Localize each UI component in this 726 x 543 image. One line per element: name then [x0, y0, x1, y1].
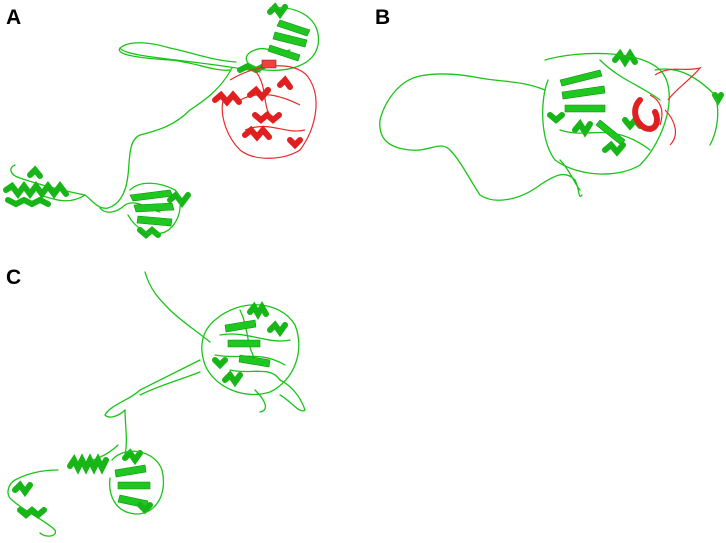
panel-label: C: [6, 266, 21, 289]
domain-b: [542, 48, 724, 175]
panel-label: B: [375, 6, 390, 29]
structure-c: [7, 271, 306, 537]
domain-c-lower: [109, 448, 164, 515]
domain-a-lower: [127, 182, 191, 239]
structure-b: [379, 48, 724, 201]
domain-a-red: [212, 59, 317, 159]
domain-b-red: [632, 66, 702, 146]
domain-a-upper: [237, 2, 320, 74]
panel-label: A: [6, 6, 21, 29]
structure-a: [3, 2, 320, 239]
domain-c-upper: [201, 300, 300, 396]
